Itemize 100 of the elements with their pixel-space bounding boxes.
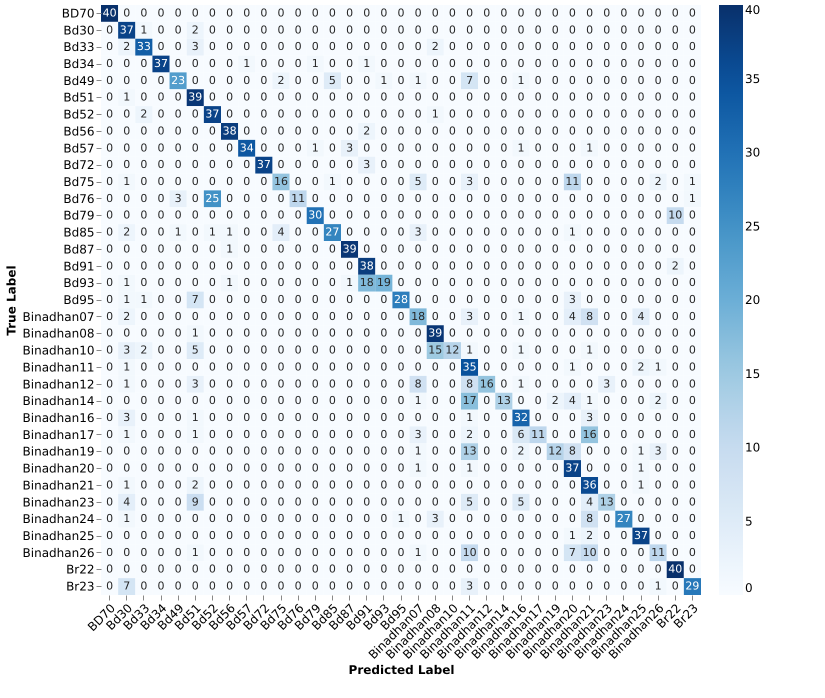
data-label: 0 xyxy=(380,310,388,323)
data-label: 0 xyxy=(654,512,662,526)
data-label: 0 xyxy=(448,562,456,576)
data-label: 0 xyxy=(106,74,114,87)
data-label: 2 xyxy=(654,394,662,408)
color-bar-label: 40 xyxy=(745,3,760,17)
data-label: 1 xyxy=(518,310,524,323)
data-label: 0 xyxy=(688,6,696,20)
data-label: 0 xyxy=(654,276,662,290)
data-label: 0 xyxy=(346,192,354,205)
data-label: 0 xyxy=(346,90,354,104)
data-label: 0 xyxy=(500,208,508,222)
data-label: 0 xyxy=(328,344,336,357)
data-label: 15 xyxy=(428,344,442,357)
data-label: 0 xyxy=(243,326,250,340)
data-label: 0 xyxy=(208,310,216,323)
data-label: 0 xyxy=(432,90,439,104)
data-label: 0 xyxy=(466,40,474,54)
data-label: 0 xyxy=(346,360,354,374)
data-label: 0 xyxy=(294,394,302,408)
data-label: 0 xyxy=(500,108,508,121)
data-label: 7 xyxy=(123,580,130,593)
data-label: 0 xyxy=(140,158,148,172)
data-label: 0 xyxy=(620,546,628,559)
data-label: 0 xyxy=(500,462,508,475)
data-label: 0 xyxy=(688,242,696,256)
data-label: 0 xyxy=(106,293,114,306)
data-label: 0 xyxy=(346,293,354,306)
data-label: 0 xyxy=(312,360,319,374)
data-label: 0 xyxy=(466,108,474,121)
data-label: 0 xyxy=(672,344,679,357)
y-tick-label: Bd33 xyxy=(63,40,94,54)
data-label: 0 xyxy=(398,90,404,104)
data-label: 0 xyxy=(603,411,610,424)
data-label: 0 xyxy=(140,242,148,256)
data-label: 0 xyxy=(638,259,644,272)
data-label: 0 xyxy=(534,529,542,542)
data-label: 0 xyxy=(500,310,508,323)
data-label: 0 xyxy=(534,310,542,323)
data-label: 0 xyxy=(380,444,388,458)
data-label: 0 xyxy=(174,360,182,374)
data-label: 32 xyxy=(514,411,528,424)
data-label: 0 xyxy=(106,377,114,390)
data-label: 0 xyxy=(654,74,662,87)
data-label: 5 xyxy=(518,495,524,508)
data-label: 0 xyxy=(398,310,404,323)
data-label: 0 xyxy=(158,226,164,239)
data-label: 0 xyxy=(243,90,250,104)
data-label: 0 xyxy=(260,580,268,593)
data-label: 0 xyxy=(158,360,164,374)
data-label: 0 xyxy=(586,158,594,172)
data-label: 0 xyxy=(638,293,644,306)
data-label: 0 xyxy=(432,208,439,222)
data-label: 0 xyxy=(448,276,456,290)
data-label: 0 xyxy=(552,512,559,526)
data-label: 0 xyxy=(380,495,388,508)
y-axis-title: True Label xyxy=(4,265,19,336)
data-label: 0 xyxy=(174,512,182,526)
data-label: 1 xyxy=(518,141,524,154)
data-label: 0 xyxy=(346,580,354,593)
data-label: 0 xyxy=(620,411,628,424)
data-label: 0 xyxy=(123,529,130,542)
data-label: 0 xyxy=(260,462,268,475)
data-label: 0 xyxy=(483,6,490,20)
data-label: 0 xyxy=(140,580,148,593)
data-label: 0 xyxy=(414,158,422,172)
data-label: 0 xyxy=(174,580,182,593)
data-label: 29 xyxy=(685,580,700,593)
data-label: 2 xyxy=(586,529,594,542)
data-label: 0 xyxy=(346,208,354,222)
data-label: 0 xyxy=(432,259,439,272)
data-label: 0 xyxy=(158,124,164,138)
data-label: 0 xyxy=(466,478,474,492)
data-label: 0 xyxy=(448,226,456,239)
data-label: 0 xyxy=(638,546,644,559)
data-label: 0 xyxy=(328,293,336,306)
data-label: 0 xyxy=(466,23,474,36)
data-label: 0 xyxy=(192,74,199,87)
data-label: 0 xyxy=(448,108,456,121)
data-label: 0 xyxy=(414,562,422,576)
data-label: 0 xyxy=(106,411,114,424)
data-label: 0 xyxy=(620,259,628,272)
data-label: 0 xyxy=(518,360,524,374)
data-label: 0 xyxy=(518,580,524,593)
data-label: 7 xyxy=(466,74,474,87)
data-label: 0 xyxy=(432,580,439,593)
data-label: 0 xyxy=(534,158,542,172)
data-label: 0 xyxy=(398,360,404,374)
data-label: 0 xyxy=(552,208,559,222)
data-label: 0 xyxy=(312,108,319,121)
data-label: 0 xyxy=(346,259,354,272)
data-label: 1 xyxy=(192,411,199,424)
data-label: 0 xyxy=(346,226,354,239)
data-label: 0 xyxy=(123,462,130,475)
data-label: 0 xyxy=(158,512,164,526)
data-label: 0 xyxy=(432,293,439,306)
y-tick-label: Binadhan08 xyxy=(22,326,94,341)
data-label: 0 xyxy=(448,57,456,70)
y-tick-label: Binadhan11 xyxy=(22,360,94,374)
data-label: 0 xyxy=(432,478,439,492)
